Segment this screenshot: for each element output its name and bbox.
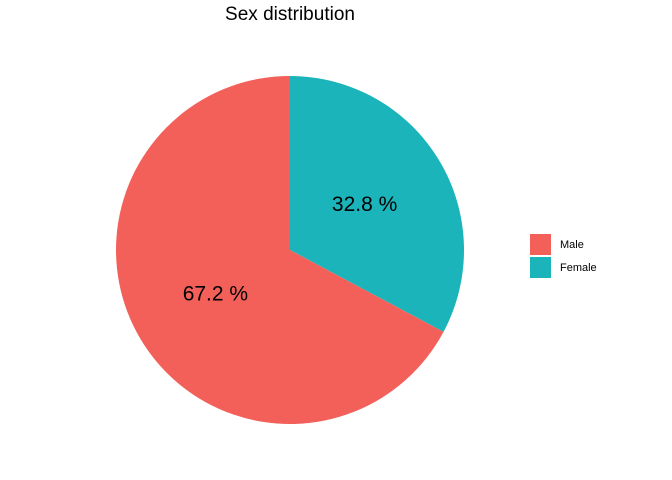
legend-item-male: Male [530, 233, 597, 256]
pie-label-female: 32.8 % [332, 193, 397, 216]
legend-item-female: Female [530, 256, 597, 279]
pie-chart: 32.8 % 67.2 % [115, 76, 464, 425]
legend-label-female: Female [560, 261, 597, 274]
pie-slice-male [115, 76, 444, 425]
legend-label-male: Male [560, 238, 584, 251]
legend-key-male [530, 234, 551, 255]
chart-title: Sex distribution [225, 4, 355, 25]
pie-label-male: 67.2 % [183, 282, 248, 305]
pie-slice-female [290, 76, 464, 332]
legend-key-female [530, 257, 551, 278]
legend: Male Female [530, 233, 597, 279]
